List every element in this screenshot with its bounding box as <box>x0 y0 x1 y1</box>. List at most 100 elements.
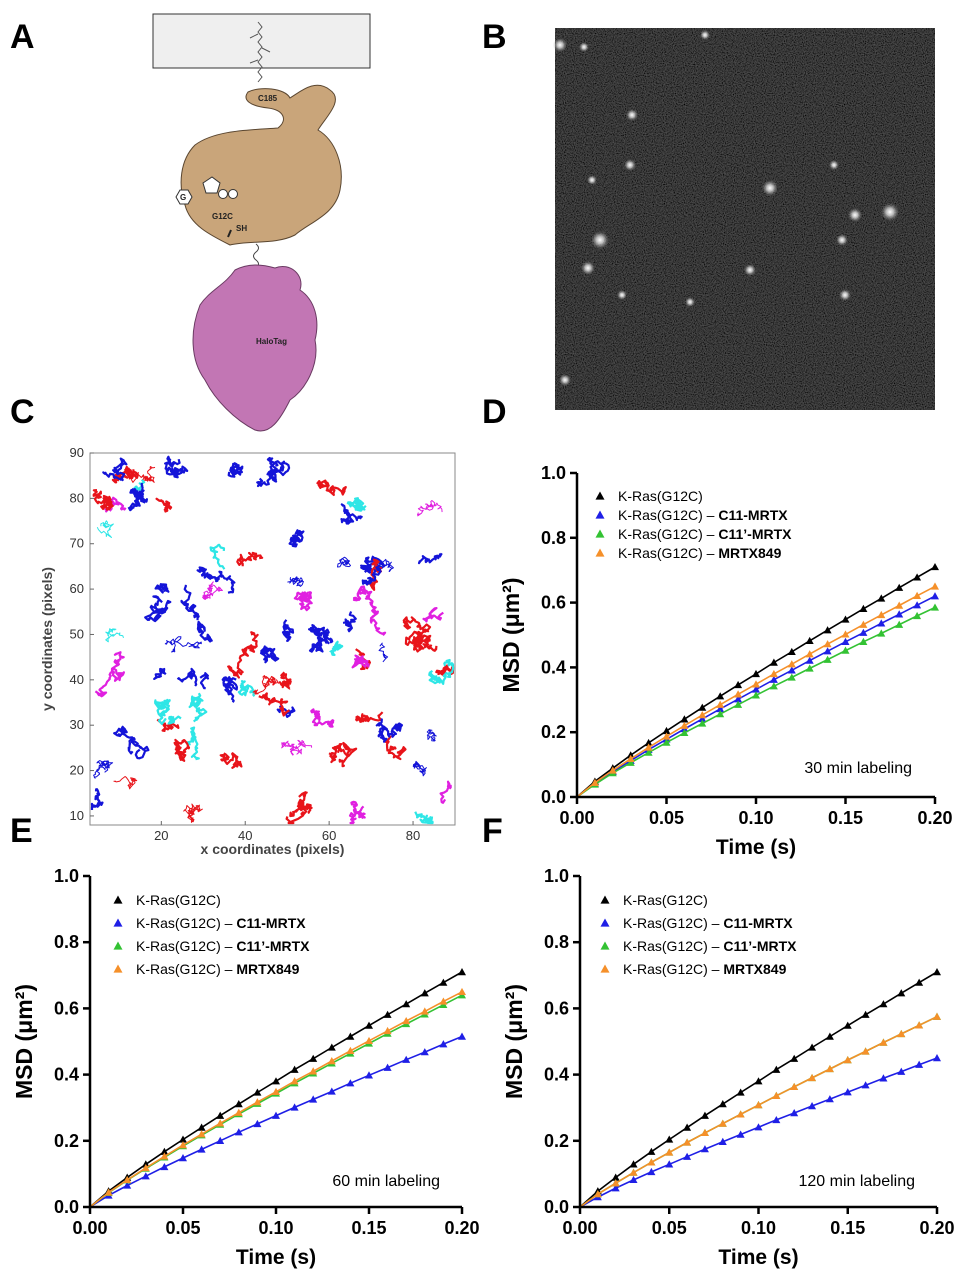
track-texture <box>153 667 167 680</box>
tag-label: HaloTag <box>256 337 287 346</box>
track-texture <box>308 624 330 645</box>
legend-marker <box>595 510 605 519</box>
data-point <box>346 1079 355 1087</box>
y-tick-label: 0.0 <box>541 787 566 807</box>
plot-frame <box>89 452 456 826</box>
data-point <box>665 1160 674 1168</box>
y-tick-label: 0.2 <box>54 1131 79 1151</box>
y-tick-label: 20 <box>70 763 84 778</box>
data-point <box>879 1000 888 1008</box>
track-texture <box>337 556 351 568</box>
data-point <box>402 1016 411 1025</box>
data-point <box>823 655 832 663</box>
x-tick-label: 0.20 <box>444 1218 479 1238</box>
track-texture <box>94 651 125 698</box>
data-point <box>123 1181 132 1189</box>
data-point <box>843 1056 852 1064</box>
panel-label: C <box>10 393 35 431</box>
data-point <box>913 573 922 581</box>
track-texture <box>328 741 358 768</box>
data-point <box>234 1100 243 1108</box>
data-point <box>644 738 653 747</box>
track-texture <box>227 462 244 478</box>
track-texture <box>164 455 189 479</box>
data-point <box>216 1119 225 1127</box>
data-point <box>861 1047 870 1055</box>
data-point <box>769 669 778 678</box>
data-point <box>365 1036 373 1045</box>
track-texture <box>227 631 259 679</box>
fluorescent-spot <box>559 374 571 386</box>
data-point <box>290 1103 299 1111</box>
track-texture <box>310 708 335 728</box>
data-point <box>931 603 939 611</box>
ribose-ring <box>202 176 221 194</box>
data-point <box>611 1184 620 1192</box>
legend-marker <box>600 918 610 927</box>
x-tick-label: 0.00 <box>559 808 594 828</box>
track-texture <box>351 654 370 669</box>
track-texture <box>130 737 150 760</box>
annotation: 120 min labeling <box>798 1173 915 1190</box>
track-texture <box>93 760 114 779</box>
data-point <box>272 1111 280 1119</box>
track-texture <box>412 760 427 777</box>
data-point <box>808 1043 817 1051</box>
y-tick-label: 0.6 <box>544 998 569 1018</box>
data-point <box>179 1154 187 1162</box>
data-point <box>662 732 671 740</box>
track-texture <box>113 776 138 790</box>
track-texture <box>113 725 134 755</box>
data-point <box>859 620 868 628</box>
track-texture <box>439 780 452 804</box>
data-point <box>877 610 886 619</box>
data-point <box>253 1119 262 1128</box>
data-point <box>590 778 599 786</box>
data-point <box>913 601 922 609</box>
fluorescent-spot <box>579 42 589 52</box>
track-texture <box>417 552 443 565</box>
y-tick-label: 0.6 <box>54 998 79 1018</box>
data-point <box>787 673 796 681</box>
data-point <box>933 1012 941 1020</box>
data-point <box>234 1128 243 1136</box>
legend-marker <box>595 529 605 538</box>
data-point <box>439 997 448 1005</box>
data-point <box>141 1172 150 1180</box>
y-tick-label: 30 <box>70 717 84 732</box>
data-point <box>327 1057 336 1065</box>
data-point <box>841 646 850 654</box>
data-point <box>897 1067 906 1075</box>
data-point <box>805 636 814 645</box>
data-point <box>895 610 904 618</box>
track-texture <box>360 555 385 575</box>
legend-marker <box>600 895 610 904</box>
data-point <box>647 1158 656 1166</box>
y-tick-label: 0.0 <box>544 1197 569 1217</box>
y-tick-label: 1.0 <box>544 866 569 886</box>
track-texture <box>428 658 455 685</box>
data-point <box>272 1087 280 1096</box>
legend-label: K-Ras(G12C) – C11-MRTX <box>623 915 793 931</box>
fluorescent-spot <box>829 160 839 170</box>
y-axis-title: MSD (μm²) <box>11 984 37 1099</box>
fluorescent-spot <box>581 261 595 275</box>
image-noise <box>555 28 935 410</box>
data-point <box>790 1054 799 1062</box>
kras-protein <box>180 84 342 246</box>
track-texture <box>293 591 313 612</box>
data-point <box>698 711 707 719</box>
data-point <box>752 685 760 693</box>
data-point <box>458 987 466 996</box>
data-point <box>772 1065 781 1073</box>
fluorescent-spot <box>624 159 636 171</box>
data-point <box>700 1145 709 1153</box>
x-tick-label: 0.05 <box>652 1218 687 1238</box>
track-texture <box>127 490 145 512</box>
data-point <box>859 628 868 636</box>
x-tick-label: 0.15 <box>351 1218 386 1238</box>
data-point <box>629 1168 638 1176</box>
y-tick-label: 70 <box>70 536 84 551</box>
data-point <box>915 1060 924 1068</box>
